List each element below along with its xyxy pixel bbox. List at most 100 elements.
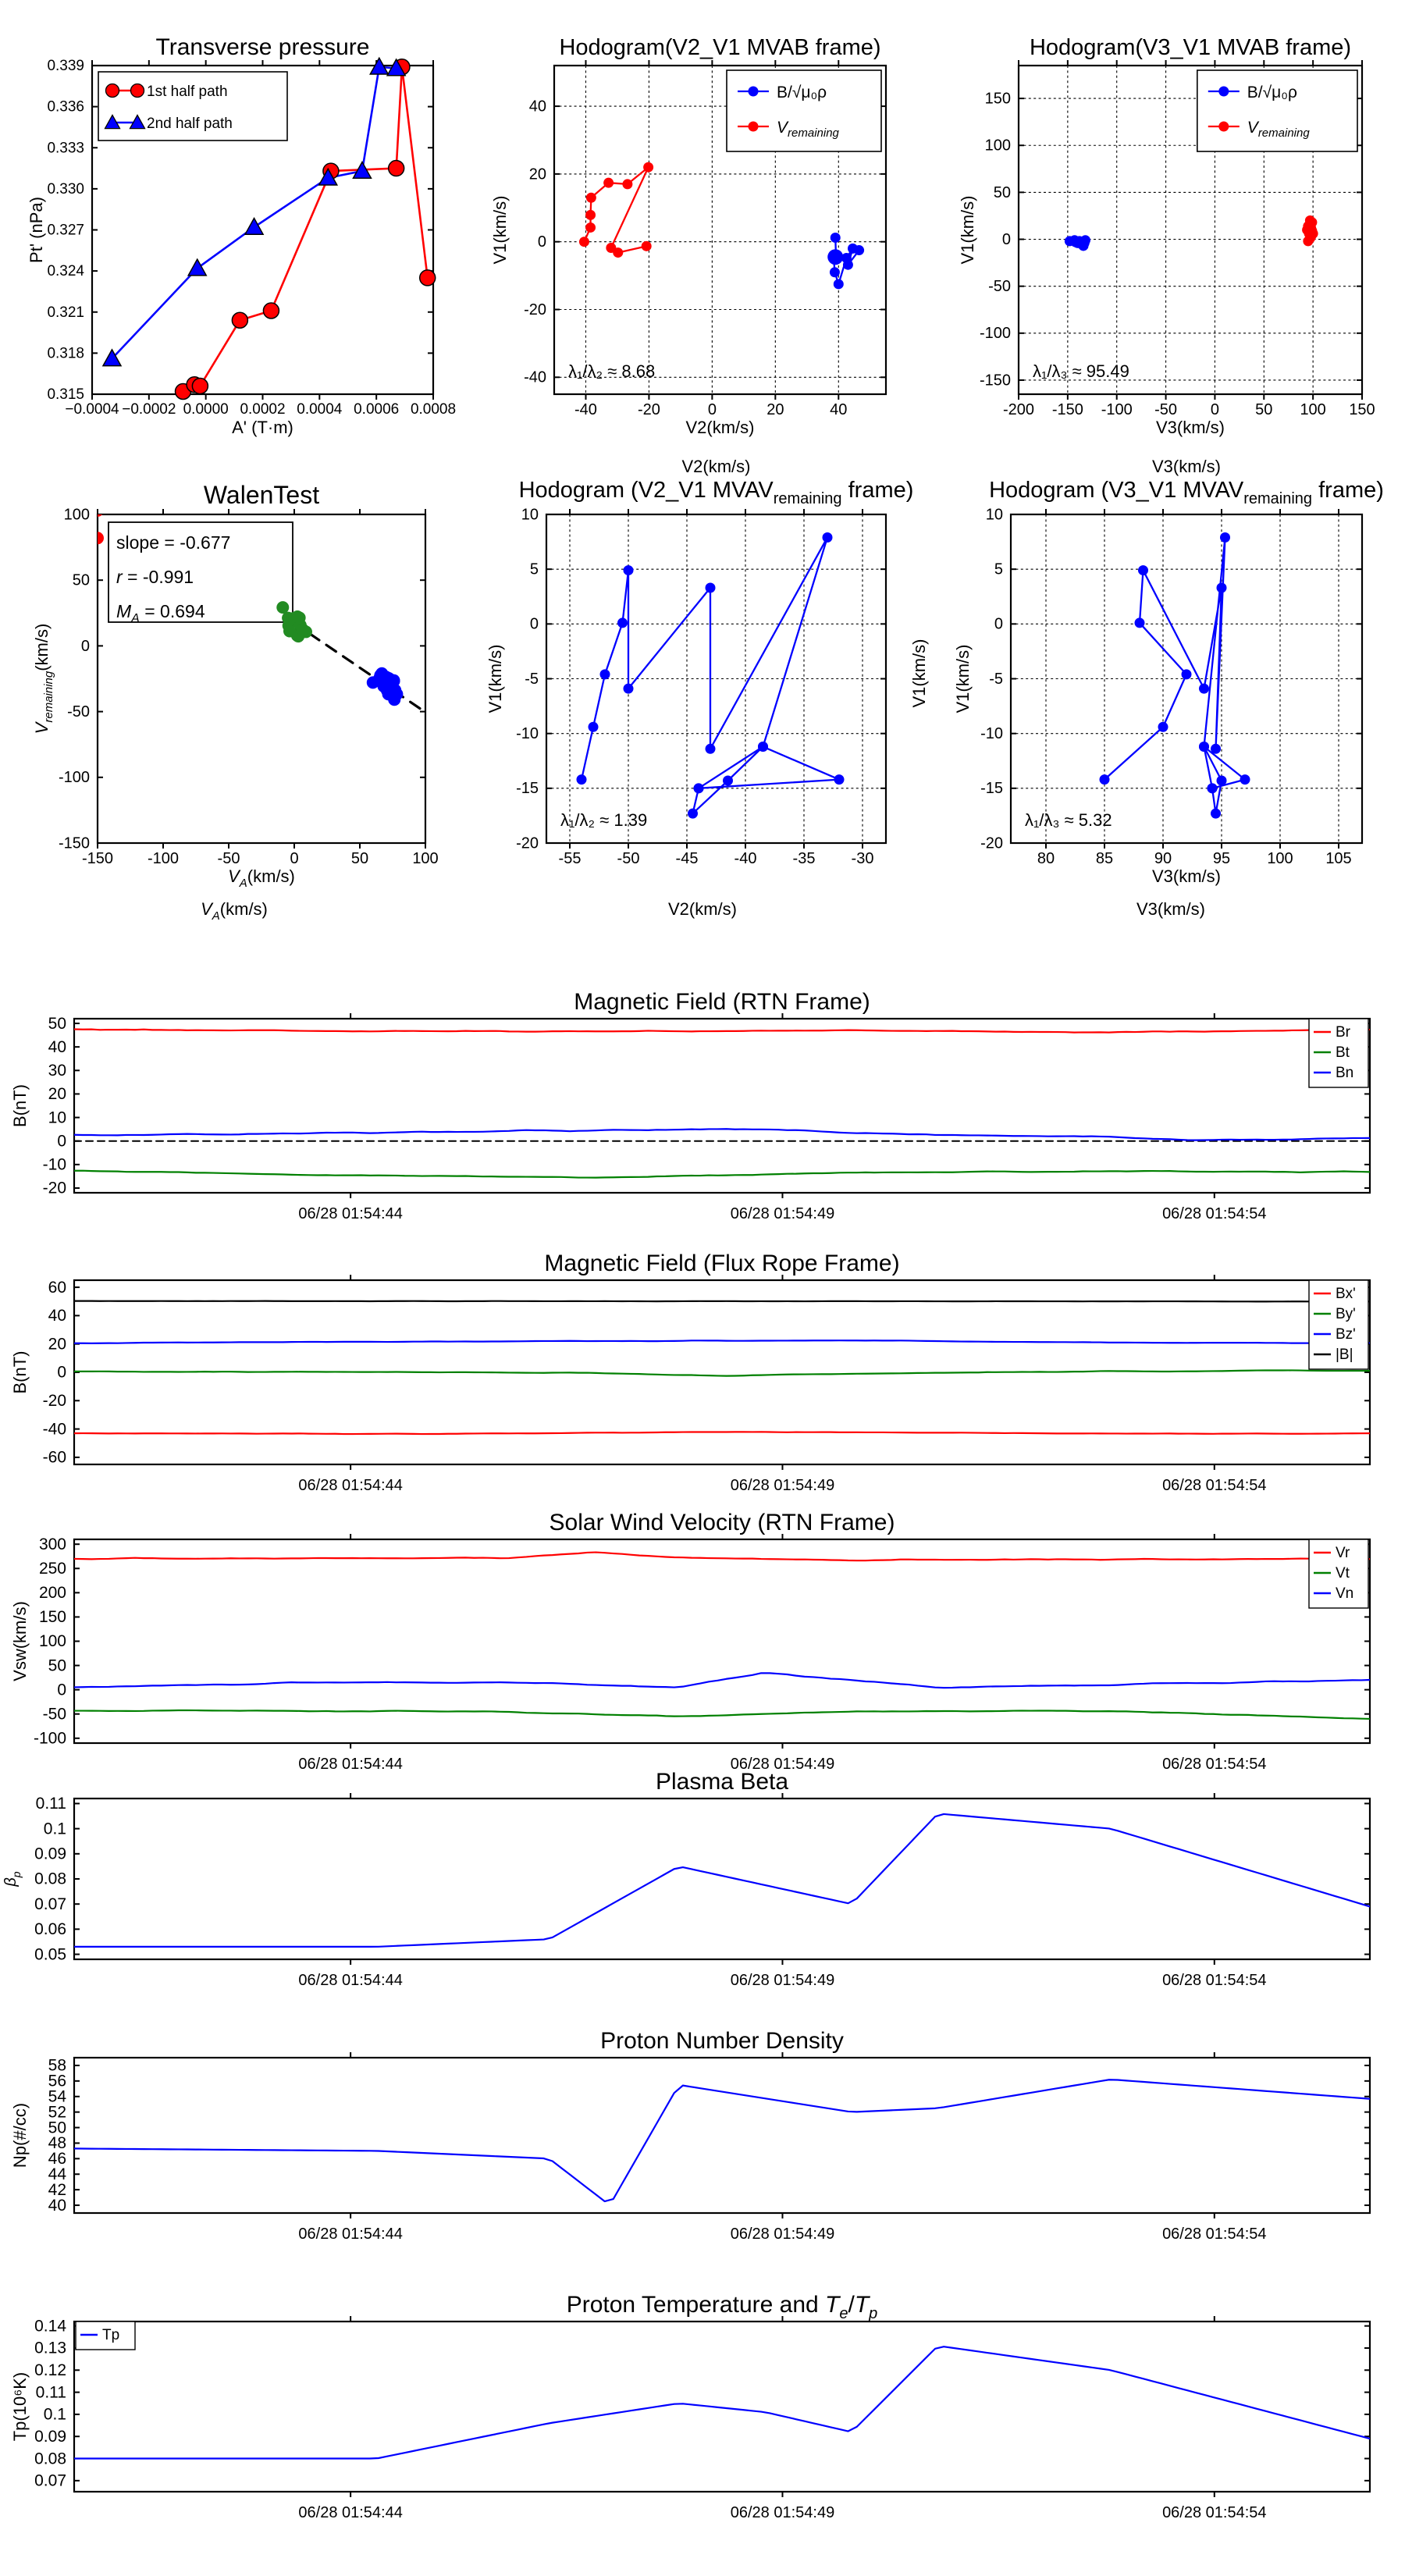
svg-text:-40: -40 — [43, 1420, 66, 1438]
svg-text:10: 10 — [986, 506, 1003, 523]
svg-text:WalenTest: WalenTest — [204, 481, 319, 509]
svg-text:0.1: 0.1 — [44, 2406, 66, 2424]
svg-text:50: 50 — [994, 184, 1011, 201]
svg-text:V3(km/s): V3(km/s) — [1156, 418, 1225, 437]
svg-text:Plasma Beta: Plasma Beta — [656, 1769, 788, 1795]
svg-text:-20: -20 — [638, 401, 660, 418]
svg-text:06/28 01:54:49: 06/28 01:54:49 — [731, 2504, 834, 2521]
svg-text:46: 46 — [48, 2150, 66, 2168]
svg-text:-10: -10 — [980, 725, 1003, 742]
svg-text:Vremaining(km/s): Vremaining(km/s) — [32, 624, 55, 735]
svg-text:06/28 01:54:49: 06/28 01:54:49 — [731, 2226, 834, 2243]
svg-text:40: 40 — [529, 98, 546, 115]
svg-text:06/28 01:54:44: 06/28 01:54:44 — [298, 2226, 402, 2243]
svg-text:Hodogram (V3_V1 MVAVremaining: Hodogram (V3_V1 MVAVremaining frame) — [989, 478, 1384, 507]
svg-text:0: 0 — [708, 401, 717, 418]
svg-text:0: 0 — [57, 1132, 66, 1150]
svg-text:2nd half path: 2nd half path — [147, 116, 233, 132]
svg-text:0.0002: 0.0002 — [240, 401, 285, 418]
svg-text:-30: -30 — [852, 850, 874, 867]
svg-text:λ₁/λ₂ ≈ 1.39: λ₁/λ₂ ≈ 1.39 — [560, 810, 647, 830]
svg-text:48: 48 — [48, 2134, 66, 2152]
svg-text:85: 85 — [1096, 850, 1113, 867]
svg-text:Magnetic Field (Flux Rope Fram: Magnetic Field (Flux Rope Frame) — [544, 1251, 899, 1276]
svg-text:Vt: Vt — [1336, 1565, 1350, 1582]
svg-text:B(nT): B(nT) — [10, 1351, 30, 1394]
svg-text:-100: -100 — [59, 769, 90, 786]
svg-text:Vsw(km/s): Vsw(km/s) — [10, 1601, 30, 1681]
svg-text:0.12: 0.12 — [34, 2361, 66, 2379]
svg-text:Br: Br — [1336, 1024, 1351, 1041]
svg-text:0: 0 — [290, 850, 298, 867]
svg-text:-50: -50 — [218, 850, 240, 867]
svg-text:-40: -40 — [574, 401, 597, 418]
svg-text:Tp(10⁶K): Tp(10⁶K) — [10, 2372, 30, 2442]
svg-text:-20: -20 — [43, 1179, 66, 1197]
svg-text:−0.0002: −0.0002 — [122, 401, 176, 418]
svg-text:0.14: 0.14 — [34, 2317, 66, 2335]
svg-text:Hodogram(V2_V1 MVAB frame): Hodogram(V2_V1 MVAB frame) — [559, 35, 880, 60]
svg-text:5: 5 — [530, 561, 539, 578]
svg-text:-20: -20 — [516, 834, 539, 852]
svg-text:20: 20 — [48, 1335, 66, 1353]
svg-text:-40: -40 — [735, 850, 757, 867]
svg-text:VA(km/s): VA(km/s) — [228, 866, 295, 890]
svg-text:0.1: 0.1 — [44, 1820, 66, 1838]
svg-text:0.324: 0.324 — [47, 263, 84, 279]
svg-text:-40: -40 — [524, 369, 546, 386]
svg-text:0.315: 0.315 — [47, 386, 84, 403]
svg-text:0.06: 0.06 — [34, 1920, 66, 1938]
svg-text:0.0006: 0.0006 — [354, 401, 399, 418]
svg-text:0.07: 0.07 — [34, 1895, 66, 1913]
svg-text:150: 150 — [39, 1608, 66, 1626]
svg-text:90: 90 — [1154, 850, 1172, 867]
svg-text:40: 40 — [48, 1307, 66, 1325]
svg-text:100: 100 — [412, 850, 438, 867]
svg-text:40: 40 — [48, 2197, 66, 2215]
svg-text:V1(km/s): V1(km/s) — [486, 645, 505, 713]
svg-text:V1(km/s): V1(km/s) — [953, 645, 973, 713]
svg-text:10: 10 — [521, 506, 539, 523]
svg-text:300: 300 — [39, 1535, 66, 1553]
svg-text:A' (T·m): A' (T·m) — [232, 418, 293, 437]
svg-text:0.08: 0.08 — [34, 2450, 66, 2467]
svg-text:95: 95 — [1213, 850, 1230, 867]
svg-text:Vn: Vn — [1336, 1585, 1353, 1602]
svg-text:-35: -35 — [793, 850, 816, 867]
svg-text:-150: -150 — [980, 372, 1011, 389]
svg-text:44: 44 — [48, 2165, 67, 2183]
svg-text:Bt: Bt — [1336, 1044, 1350, 1061]
svg-text:0: 0 — [81, 638, 90, 655]
svg-text:Np(#/cc): Np(#/cc) — [10, 2103, 30, 2168]
svg-text:0.318: 0.318 — [47, 345, 84, 361]
svg-text:0.0008: 0.0008 — [411, 401, 456, 418]
svg-text:-20: -20 — [980, 834, 1003, 852]
svg-text:-100: -100 — [1101, 401, 1133, 418]
svg-text:-55: -55 — [559, 850, 582, 867]
svg-text:Proton Number Density: Proton Number Density — [600, 2028, 844, 2054]
svg-text:0.0004: 0.0004 — [297, 401, 343, 418]
svg-text:Proton Temperature and Te/Tp: Proton Temperature and Te/Tp — [567, 2292, 878, 2322]
svg-text:20: 20 — [48, 1085, 66, 1103]
svg-text:100: 100 — [39, 1632, 66, 1650]
svg-text:150: 150 — [985, 91, 1011, 108]
svg-text:0.321: 0.321 — [47, 304, 84, 321]
svg-text:200: 200 — [39, 1584, 66, 1602]
svg-text:06/28 01:54:54: 06/28 01:54:54 — [1162, 2504, 1266, 2521]
svg-text:-45: -45 — [676, 850, 699, 867]
svg-text:0: 0 — [57, 1681, 66, 1699]
svg-text:1st half path: 1st half path — [147, 84, 228, 100]
svg-text:-15: -15 — [516, 780, 539, 797]
svg-text:0.09: 0.09 — [34, 2428, 66, 2446]
svg-text:100: 100 — [64, 506, 90, 523]
svg-text:5: 5 — [994, 561, 1003, 578]
svg-text:-5: -5 — [525, 671, 539, 688]
svg-text:0: 0 — [57, 1364, 66, 1382]
svg-text:0: 0 — [1002, 231, 1011, 248]
svg-text:λ₁/λ₂ ≈ 8.68: λ₁/λ₂ ≈ 8.68 — [568, 361, 655, 381]
svg-text:-20: -20 — [524, 301, 546, 318]
svg-text:06/28 01:54:54: 06/28 01:54:54 — [1162, 2226, 1266, 2243]
svg-text:-150: -150 — [59, 834, 90, 852]
svg-text:-15: -15 — [980, 780, 1003, 797]
svg-text:0: 0 — [538, 233, 546, 251]
